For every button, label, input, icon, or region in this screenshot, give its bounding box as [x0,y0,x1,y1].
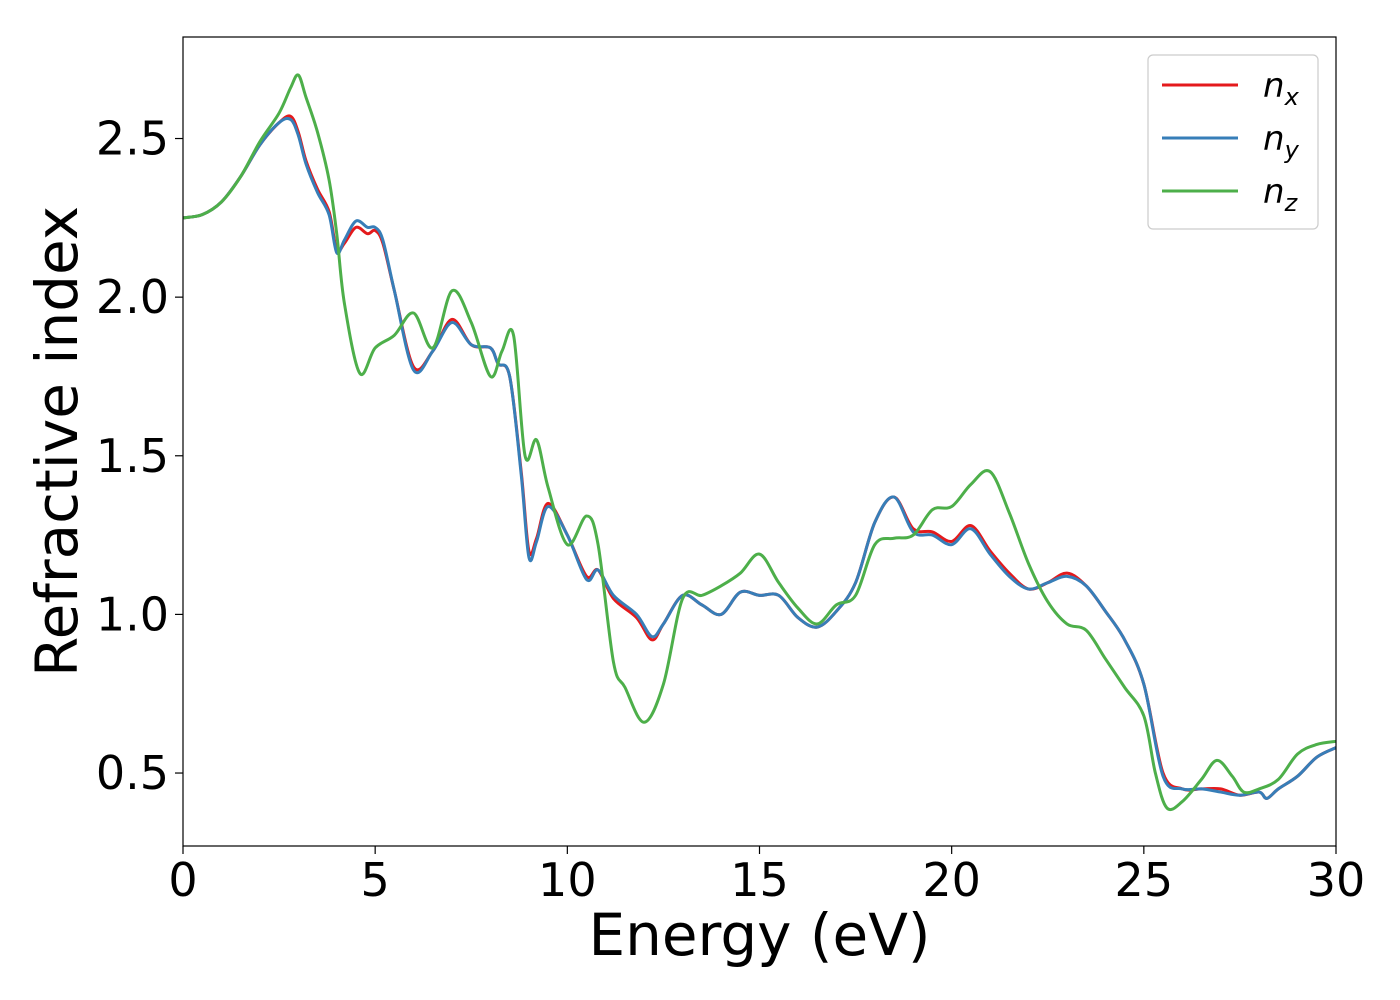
legend-label-nx: nx [1263,66,1300,111]
y-tick-label: 0.5 [96,746,169,800]
legend-label-subscript: z [1284,189,1299,217]
x-tick-label: 25 [1115,853,1174,907]
y-tick-label: 2.0 [96,270,169,324]
legend-label-subscript: x [1284,83,1300,111]
y-axis-label: Refractive index [23,206,91,677]
y-tick-label: 1.5 [96,429,169,483]
y-axis-ticks: 0.5 1.0 1.5 2.0 2.5 [96,112,183,800]
legend-label-ny: ny [1263,119,1300,164]
legend-label-main: n [1263,119,1285,159]
series-line-nz [183,73,1336,812]
legend-label-main: n [1263,66,1285,106]
x-tick-label: 5 [361,853,390,907]
x-axis-ticks: 0 5 10 15 20 25 30 [168,846,1365,907]
legend-label-nz: nz [1263,172,1299,217]
legend-box [1147,54,1319,230]
y-tick-label: 1.0 [96,587,169,641]
legend-label-subscript: y [1284,136,1300,164]
x-axis-label: Energy (eV) [588,901,930,969]
series-line-ny [183,116,1336,800]
x-tick-label: 20 [922,853,981,907]
x-tick-label: 15 [730,853,789,907]
legend-label-main: n [1263,172,1285,212]
x-tick-label: 10 [538,853,597,907]
x-tick-label: 30 [1307,853,1366,907]
y-tick-label: 2.5 [96,112,169,166]
series-layer [183,73,1336,812]
x-tick-label: 0 [168,853,197,907]
